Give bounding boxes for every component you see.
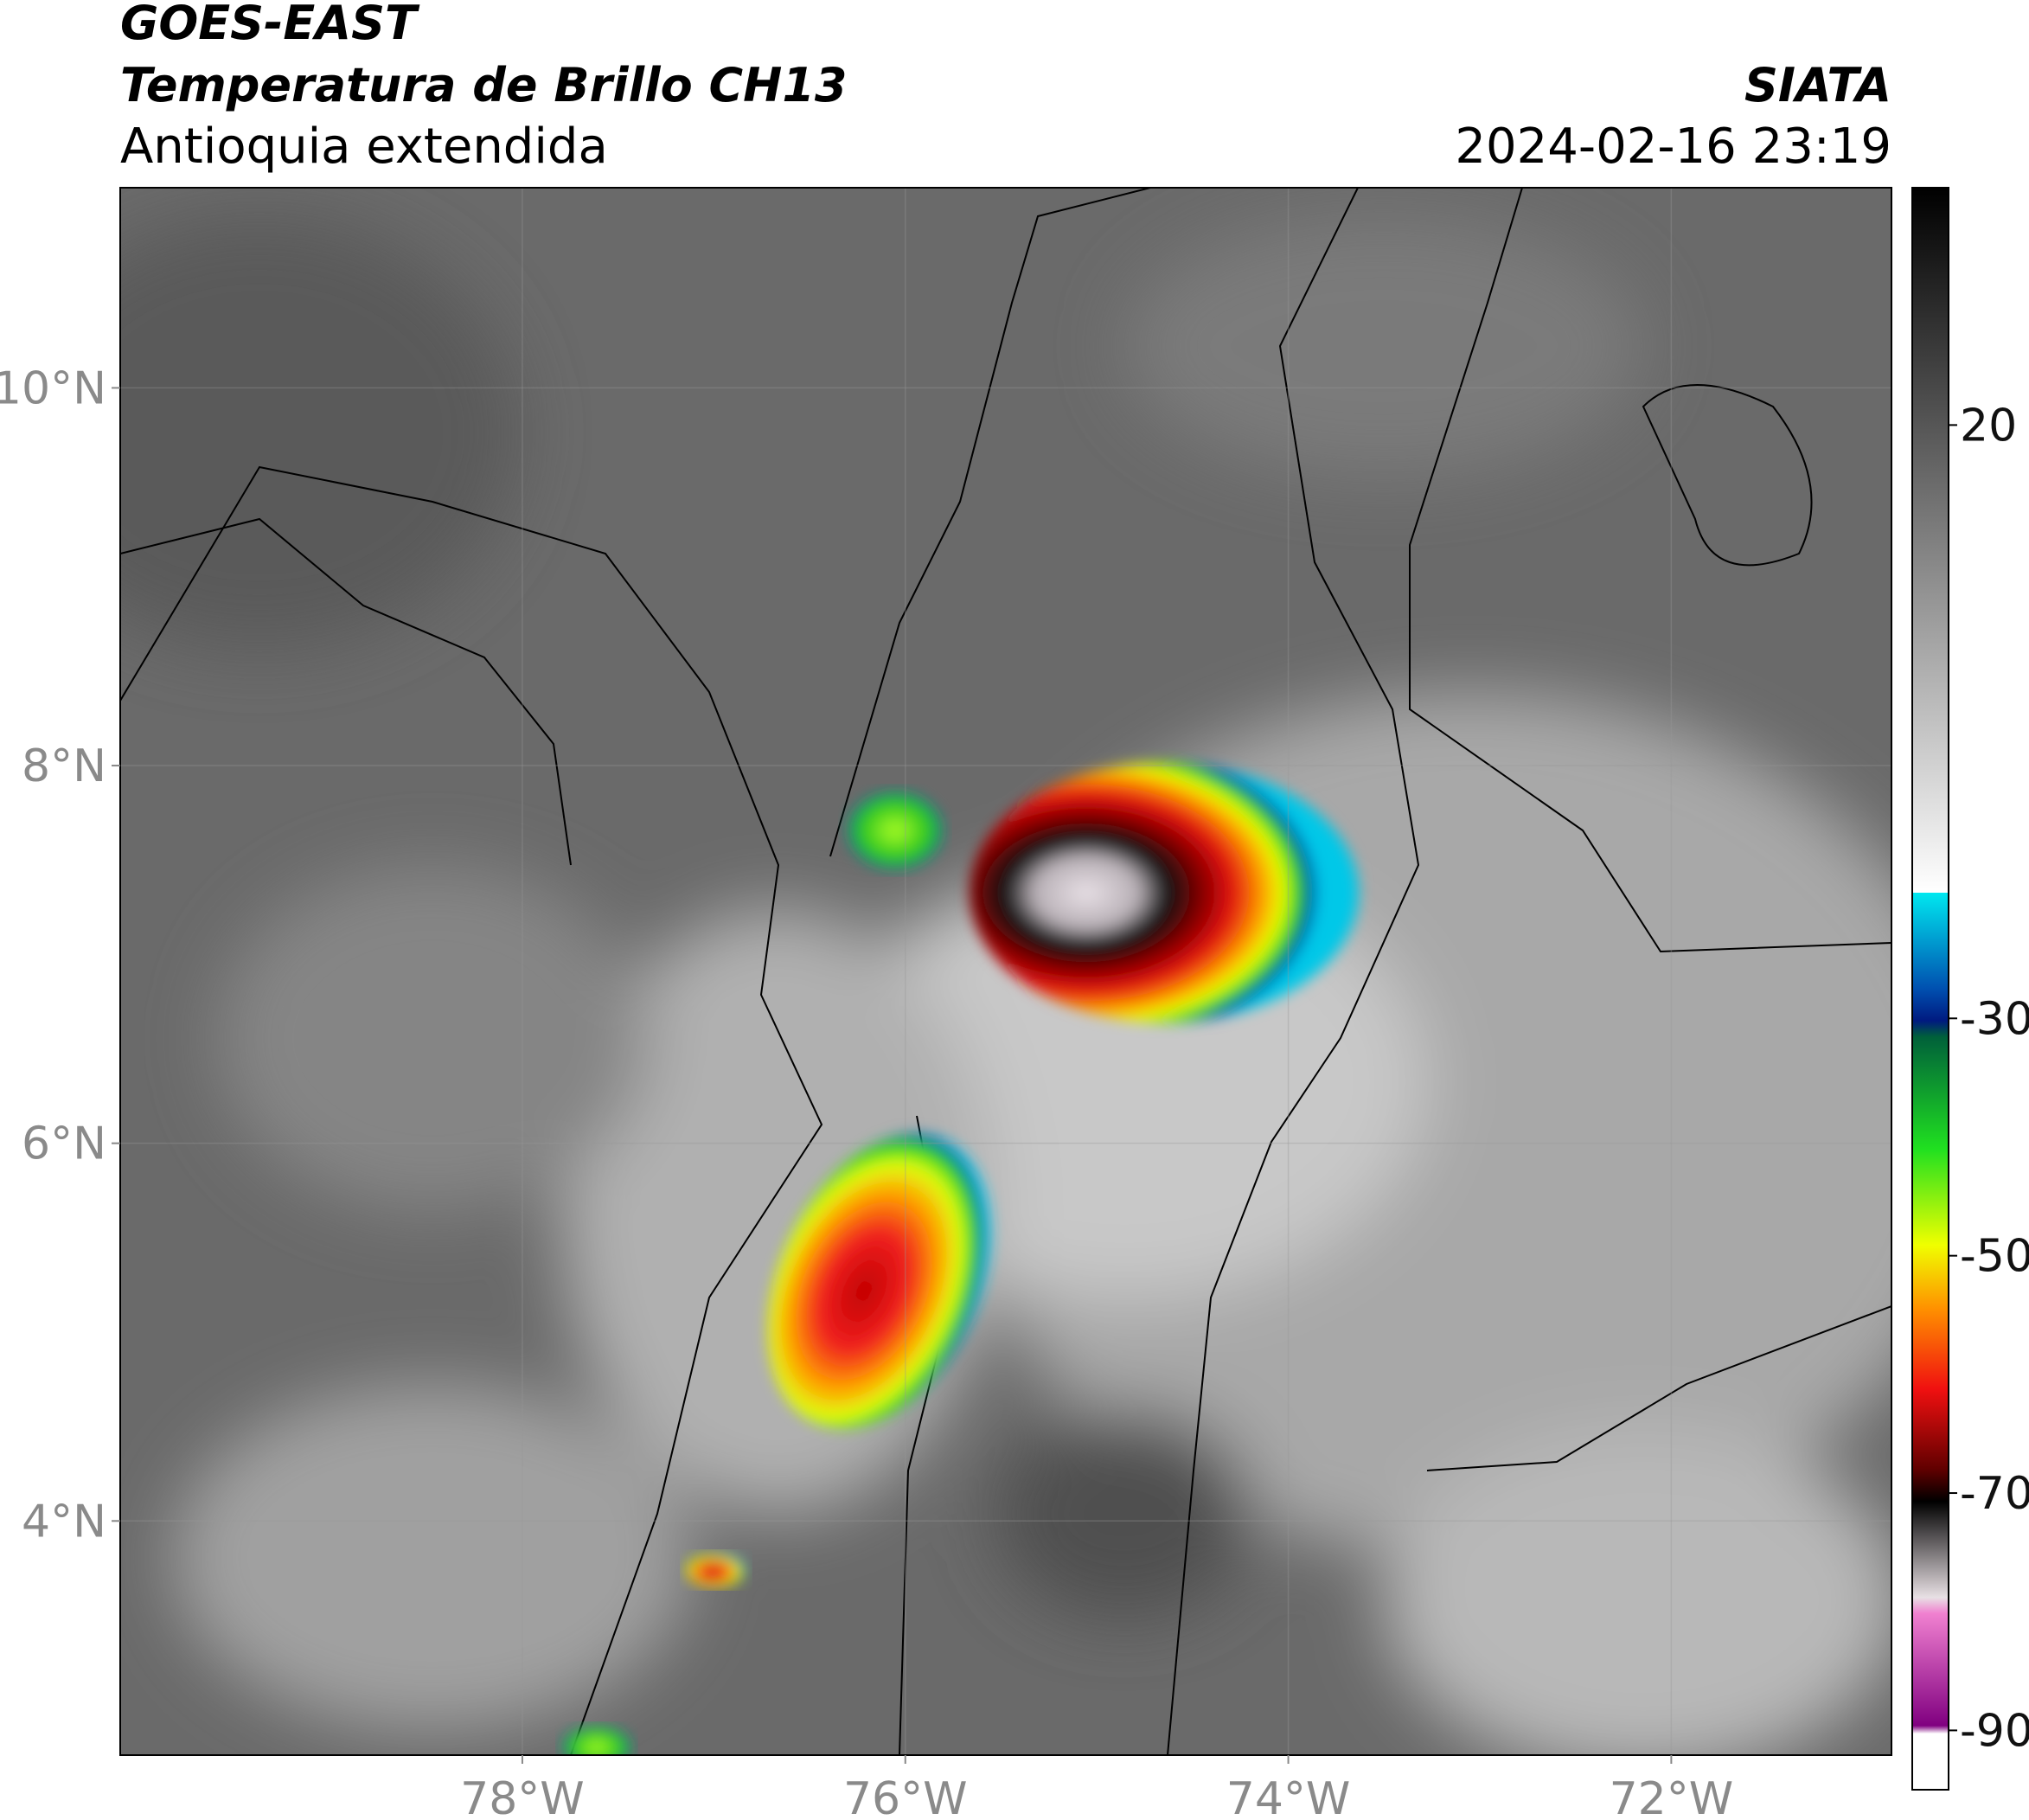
storm-core (970, 763, 1359, 1022)
y-tick-label: 4°N (22, 1496, 106, 1548)
cloud-field (120, 216, 1891, 1755)
subtitle: Temperatura de Brillo CH13 (120, 58, 848, 112)
boundaries (120, 188, 1891, 1755)
title: GOES-EAST (120, 0, 420, 50)
storm (562, 1726, 631, 1755)
y-tick-label: 6°N (22, 1118, 106, 1170)
colorbar-tick-label: -70 (1960, 1468, 2029, 1520)
colorbar-tick-label: -30 (1960, 993, 2029, 1045)
map-image (120, 188, 1891, 1755)
source: SIATA (1744, 58, 1891, 112)
colorbar (1911, 187, 1949, 1791)
colorbar-tick-label: -90 (1960, 1705, 2029, 1757)
y-tick-label: 10°N (0, 362, 106, 414)
storm (686, 1553, 746, 1587)
x-tick-label: 72°W (1610, 1773, 1734, 1817)
region: Antioquia extendida (120, 119, 608, 175)
y-tick-label: 8°N (22, 740, 106, 792)
datetime: 2024-02-16 23:19 (1455, 119, 1891, 175)
colorbar-tick-label: -50 (1960, 1231, 2029, 1283)
storm (767, 1133, 992, 1429)
storm (848, 791, 943, 869)
x-tick-label: 74°W (1226, 1773, 1351, 1817)
map-frame (119, 187, 1892, 1756)
x-tick-label: 78°W (460, 1773, 585, 1817)
x-tick-label: 76°W (843, 1773, 968, 1817)
colorbar-tick-label: 20 (1960, 400, 2017, 452)
